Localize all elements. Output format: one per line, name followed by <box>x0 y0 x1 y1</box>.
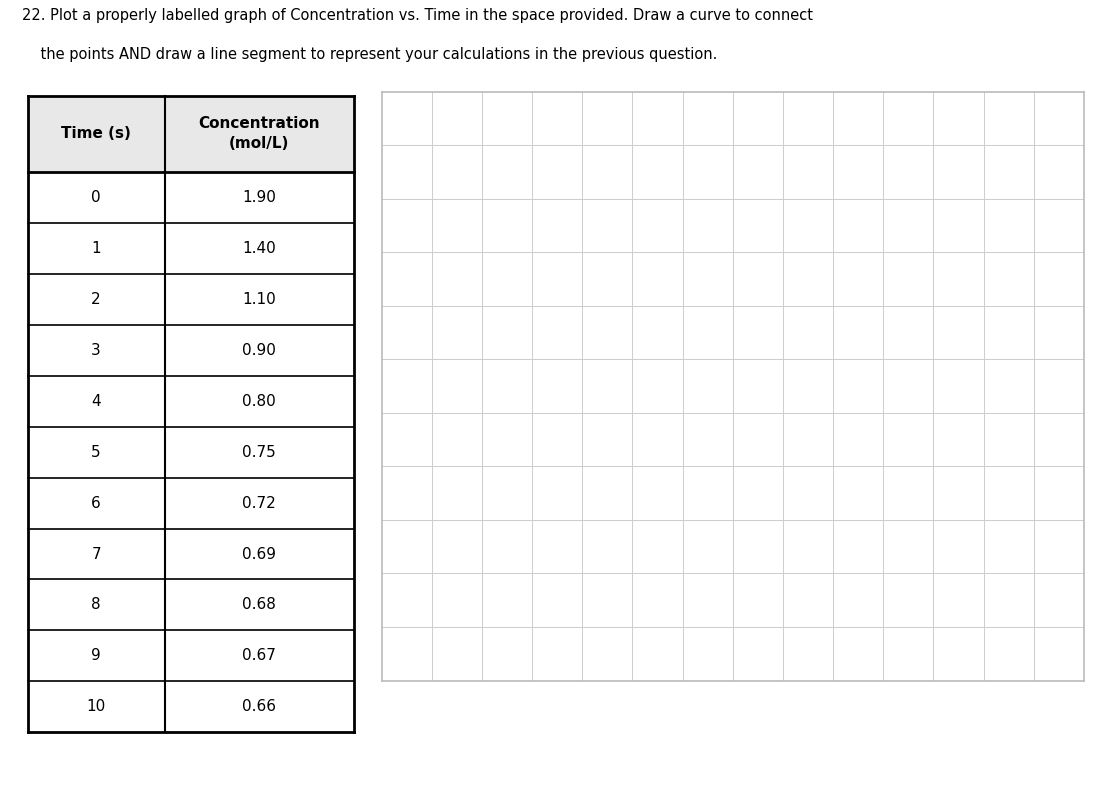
Text: Concentration
(mol/L): Concentration (mol/L) <box>198 116 320 151</box>
Bar <box>28 478 354 529</box>
Bar <box>28 630 354 681</box>
Bar <box>28 427 354 478</box>
Text: 1.90: 1.90 <box>242 190 276 205</box>
Text: 1.10: 1.10 <box>242 292 276 306</box>
Text: 22. Plot a properly labelled graph of Concentration vs. Time in the space provid: 22. Plot a properly labelled graph of Co… <box>22 8 813 23</box>
Text: 10: 10 <box>86 700 106 714</box>
Text: 0.69: 0.69 <box>242 547 276 561</box>
Text: 0.80: 0.80 <box>242 394 276 408</box>
Text: 0.67: 0.67 <box>242 649 276 663</box>
Text: 7: 7 <box>92 547 101 561</box>
Bar <box>28 325 354 376</box>
Text: 4: 4 <box>92 394 101 408</box>
Bar <box>28 376 354 427</box>
Text: 9: 9 <box>92 649 101 663</box>
Bar <box>28 172 354 223</box>
Text: 8: 8 <box>92 598 101 612</box>
Text: 3: 3 <box>92 343 101 357</box>
Text: the points AND draw a line segment to represent your calculations in the previou: the points AND draw a line segment to re… <box>22 48 718 62</box>
Text: 0.68: 0.68 <box>242 598 276 612</box>
Text: 5: 5 <box>92 445 101 459</box>
Text: 0.90: 0.90 <box>242 343 276 357</box>
Bar <box>28 681 354 732</box>
Bar <box>28 223 354 274</box>
Text: 0.66: 0.66 <box>242 700 276 714</box>
Text: 6: 6 <box>92 496 101 510</box>
Text: 2: 2 <box>92 292 101 306</box>
Text: 0.72: 0.72 <box>242 496 276 510</box>
Text: 1: 1 <box>92 241 101 256</box>
Text: 0: 0 <box>92 190 101 205</box>
Text: 1.40: 1.40 <box>242 241 276 256</box>
Bar <box>28 274 354 325</box>
Text: 0.75: 0.75 <box>242 445 276 459</box>
Bar <box>28 579 354 630</box>
Bar <box>28 96 354 172</box>
Bar <box>28 529 354 579</box>
Text: Time (s): Time (s) <box>61 127 132 141</box>
